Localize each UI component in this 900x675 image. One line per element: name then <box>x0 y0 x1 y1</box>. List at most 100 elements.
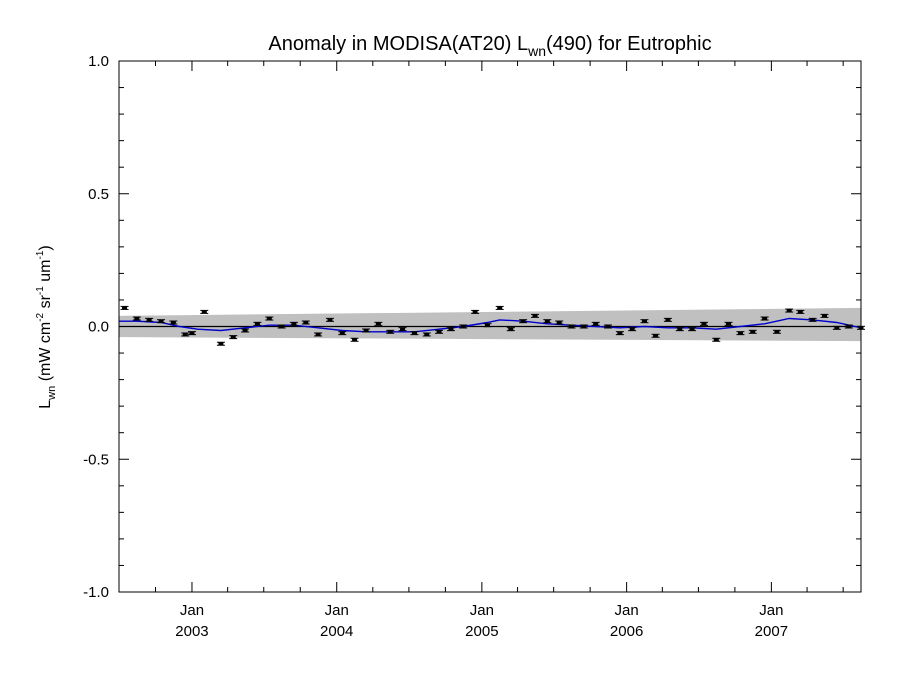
data-point-marker <box>532 314 538 318</box>
data-point <box>736 331 745 336</box>
data-point <box>651 333 660 338</box>
data-point <box>832 325 841 330</box>
data-point-marker <box>774 330 780 334</box>
y-label-sup-um: -1 <box>35 250 46 259</box>
data-point-marker <box>786 309 792 313</box>
data-point <box>820 313 829 318</box>
data-point <box>229 335 238 340</box>
data-point-marker <box>846 325 852 328</box>
data-point-marker <box>189 331 195 335</box>
data-point <box>301 320 310 325</box>
data-point <box>277 324 286 329</box>
chart-title-prefix: Anomaly in MODISA(AT20) L <box>268 33 528 55</box>
data-point <box>615 331 624 336</box>
x-tick-month: Jan <box>470 602 494 619</box>
data-point-marker <box>291 322 297 326</box>
data-point-marker <box>134 317 140 321</box>
data-point-marker <box>242 328 248 332</box>
data-point <box>265 316 274 321</box>
data-point-marker <box>810 318 816 322</box>
data-point <box>808 317 817 322</box>
data-point <box>120 305 129 310</box>
data-point <box>640 319 649 324</box>
data-point-marker <box>797 310 803 314</box>
data-point-marker <box>497 306 503 310</box>
data-point <box>398 327 407 332</box>
data-point-marker <box>544 319 550 323</box>
data-point <box>495 305 504 310</box>
data-point-marker <box>737 331 743 335</box>
data-point-marker <box>484 323 490 327</box>
y-label-units-open: (mW cm <box>37 322 54 386</box>
data-point-marker <box>701 322 707 326</box>
data-point-marker <box>689 327 695 331</box>
data-point-marker <box>218 342 224 346</box>
uncertainty-band <box>119 307 861 342</box>
data-point <box>132 316 141 321</box>
x-tick-year: 2006 <box>610 623 643 640</box>
data-point-marker <box>581 325 587 328</box>
data-point <box>712 337 721 342</box>
y-label-l: L <box>37 400 54 409</box>
data-point-marker <box>400 327 406 331</box>
y-axis-label: Lwn (mW cm-2 sr-1 um-1) <box>35 245 58 408</box>
data-point-marker <box>677 327 683 331</box>
data-point-marker <box>436 330 442 334</box>
data-point-marker <box>508 327 514 331</box>
data-point-marker <box>520 319 526 323</box>
data-point <box>591 321 600 326</box>
y-tick-label: 1.0 <box>88 53 109 70</box>
data-point <box>241 328 250 333</box>
data-point <box>410 331 419 336</box>
data-point <box>181 332 190 337</box>
data-point <box>169 320 178 325</box>
data-point <box>362 328 371 333</box>
data-point <box>216 341 225 346</box>
data-point-marker <box>750 330 756 334</box>
data-point-marker <box>472 310 478 314</box>
data-point-marker <box>279 325 285 328</box>
data-point-marker <box>201 310 207 314</box>
data-point <box>785 308 794 313</box>
data-point-marker <box>593 322 599 326</box>
data-point-marker <box>424 332 430 336</box>
data-point-marker <box>568 325 574 328</box>
data-point <box>603 324 612 329</box>
data-point-marker <box>460 325 466 328</box>
smoothed-series-layer <box>119 317 862 333</box>
data-point <box>289 321 298 326</box>
data-point-marker <box>363 328 369 332</box>
data-point <box>628 327 637 332</box>
data-point-marker <box>375 322 381 326</box>
y-label-sup-sr: -1 <box>35 286 46 295</box>
data-point <box>338 331 347 336</box>
data-point-marker <box>146 318 152 322</box>
y-label-units-close: ) <box>37 245 54 250</box>
x-tick-year: 2007 <box>755 623 788 640</box>
data-point <box>506 327 515 332</box>
data-point <box>844 324 853 329</box>
data-point <box>374 321 383 326</box>
data-point <box>724 321 733 326</box>
data-point-marker <box>158 319 164 323</box>
data-point <box>187 331 196 336</box>
data-point-marker <box>387 330 393 334</box>
data-point-marker <box>653 334 659 338</box>
data-point <box>350 337 359 342</box>
data-point-marker <box>448 327 454 331</box>
data-point <box>435 329 444 334</box>
data-point-marker <box>629 327 635 331</box>
x-tick-month: Jan <box>325 602 349 619</box>
data-point <box>760 316 769 321</box>
data-point-marker <box>556 321 562 325</box>
data-point <box>663 317 672 322</box>
data-point-marker <box>822 314 828 318</box>
data-point <box>675 327 684 332</box>
chart-title-suffix: (490) for Eutrophic <box>546 33 712 55</box>
data-point-marker <box>230 335 236 339</box>
data-point-marker <box>327 318 333 322</box>
data-point <box>422 332 431 337</box>
data-point <box>555 320 564 325</box>
data-point-marker <box>641 319 647 323</box>
data-point-marker <box>605 325 611 328</box>
